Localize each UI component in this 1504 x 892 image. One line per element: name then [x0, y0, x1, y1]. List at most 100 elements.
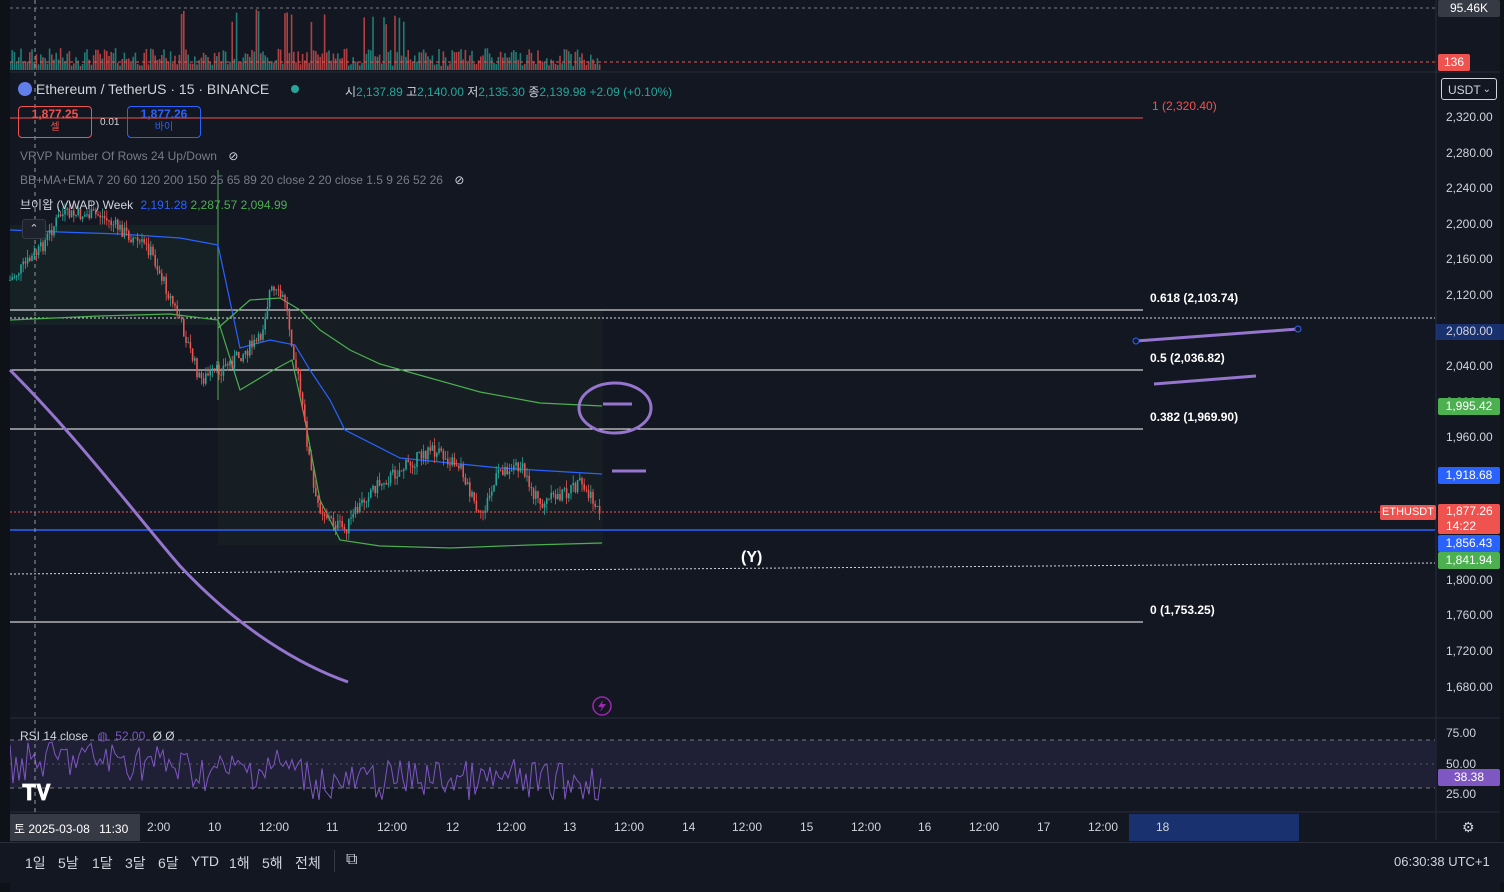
volume-bar — [141, 65, 143, 70]
volume-bar — [418, 52, 420, 70]
candle-body — [559, 493, 561, 501]
volume-bar — [242, 57, 244, 70]
candle-body — [20, 264, 22, 274]
rsi-indicator-label[interactable]: RSI 14 close ◍ 52.00 Ø Ø — [20, 729, 175, 743]
settings-gear-icon[interactable]: ⚙ — [1462, 819, 1475, 835]
bbma-indicator-label[interactable]: BB+MA+EMA 7 20 60 120 200 150 25 65 89 2… — [20, 173, 464, 187]
sell-button[interactable]: 1,877.25 셀 — [18, 106, 92, 138]
candle-body — [229, 360, 231, 366]
volume-bar — [403, 21, 405, 70]
candle-body — [66, 208, 68, 210]
candle-body — [425, 450, 427, 460]
volume-bar — [64, 61, 66, 70]
volume-bar — [229, 61, 231, 70]
collapse-legend-button[interactable]: ⌃ — [22, 219, 46, 239]
volume-bar — [185, 49, 187, 70]
volume-bar — [174, 55, 176, 70]
volume-bar — [554, 63, 557, 70]
vwap-upper-price-tag: 1,995.42 — [1438, 398, 1500, 415]
open-value: 2,137.89 — [356, 85, 403, 99]
candle-body — [508, 471, 511, 475]
candle-body — [315, 487, 317, 497]
close-value: 2,139.98 — [539, 85, 587, 99]
volume-bar — [480, 56, 482, 70]
candle-body — [200, 372, 203, 379]
volume-bar — [455, 52, 458, 70]
currency-selector[interactable]: USDT ⌄ — [1441, 78, 1497, 100]
vrvp-indicator-label[interactable]: VRVP Number Of Rows 24 Up/Down ⊘ — [20, 149, 238, 163]
timeframe-button[interactable]: 6달 — [158, 855, 179, 871]
candle-body — [180, 318, 183, 320]
volume-bar — [15, 61, 18, 70]
eye-hidden-icon[interactable]: ⊘ — [228, 149, 239, 163]
candle-body — [297, 368, 299, 375]
candle-body — [92, 209, 95, 211]
candle-body — [460, 464, 462, 469]
volume-bar — [213, 52, 216, 70]
rsi-extra-values: Ø Ø — [152, 729, 175, 743]
rsi-pane — [9, 739, 1435, 801]
volume-bar — [376, 56, 379, 70]
timeframe-button[interactable]: 1해 — [229, 855, 250, 871]
buy-button[interactable]: 1,877.26 바이 — [127, 106, 201, 138]
timeframe-button[interactable]: 1일 — [25, 855, 46, 871]
rsi-axis-label: 25.00 — [1446, 787, 1477, 801]
volume-bar — [266, 57, 269, 70]
volume-bar — [585, 64, 588, 70]
volume-bar — [482, 55, 484, 70]
volume-bar — [387, 51, 390, 70]
volume-bar — [462, 59, 464, 70]
volume-bar — [524, 63, 526, 70]
volume-bar — [92, 55, 95, 70]
eye-hidden-icon[interactable]: ⊘ — [454, 173, 465, 187]
candle-body — [590, 491, 592, 499]
candle-body — [418, 451, 420, 453]
vwap-indicator-label[interactable]: 브이왑 (VWAP) Week 2,191.28 2,287.57 2,094.… — [20, 196, 287, 213]
timeframe-button[interactable]: 5날 — [58, 855, 79, 871]
date-range-icon[interactable]: ⧉ — [346, 851, 358, 868]
candle-body — [532, 488, 535, 499]
tradingview-logo-icon[interactable]: 𝐓𝐕 — [22, 780, 51, 805]
candle-body — [40, 242, 42, 247]
candle-body — [187, 341, 189, 343]
timeframe-button[interactable]: 1달 — [92, 855, 113, 871]
candle-body — [440, 448, 442, 451]
volume-bar — [328, 50, 330, 70]
symbol-title[interactable]: Ethereum / TetherUS · 15 · BINANCE — [18, 81, 300, 97]
high-label: 고 — [406, 85, 418, 99]
candle-body — [451, 457, 453, 465]
volume-bar — [491, 57, 493, 70]
candle-body — [535, 491, 537, 499]
candle-body — [125, 227, 128, 231]
clock[interactable]: 06:30:38 UTC+1 — [1394, 854, 1490, 869]
volume-bar — [11, 50, 13, 70]
vwap-lower-value: 2,094.99 — [240, 198, 288, 212]
timeframe-button[interactable]: 3달 — [125, 855, 146, 871]
volume-bar — [535, 64, 537, 70]
candle-body — [436, 452, 438, 457]
volume-bar — [152, 49, 154, 70]
candle-body — [15, 275, 18, 277]
candle-body — [70, 210, 73, 218]
candle-body — [143, 239, 145, 243]
volume-bar — [378, 54, 381, 70]
candle-body — [482, 511, 484, 513]
candle-body — [550, 492, 552, 499]
candle-body — [321, 512, 324, 515]
timeframe-button[interactable]: 5해 — [262, 855, 283, 871]
candle-body — [178, 314, 181, 319]
volume-bar — [297, 51, 299, 70]
rsi-settings-icon[interactable]: ◍ — [97, 729, 108, 743]
timeframe-button[interactable]: YTD — [191, 853, 219, 869]
volume-bar — [422, 49, 425, 70]
timeframe-button[interactable]: 전체 — [295, 855, 321, 871]
volume-bar — [517, 59, 519, 70]
candle-body — [337, 520, 339, 529]
candle-body — [114, 219, 117, 225]
volume-bar — [33, 61, 35, 70]
candle-body — [198, 372, 200, 378]
candle-body — [57, 214, 60, 218]
time-axis-label: 12:00 — [259, 820, 290, 834]
volume-bar — [486, 48, 489, 70]
